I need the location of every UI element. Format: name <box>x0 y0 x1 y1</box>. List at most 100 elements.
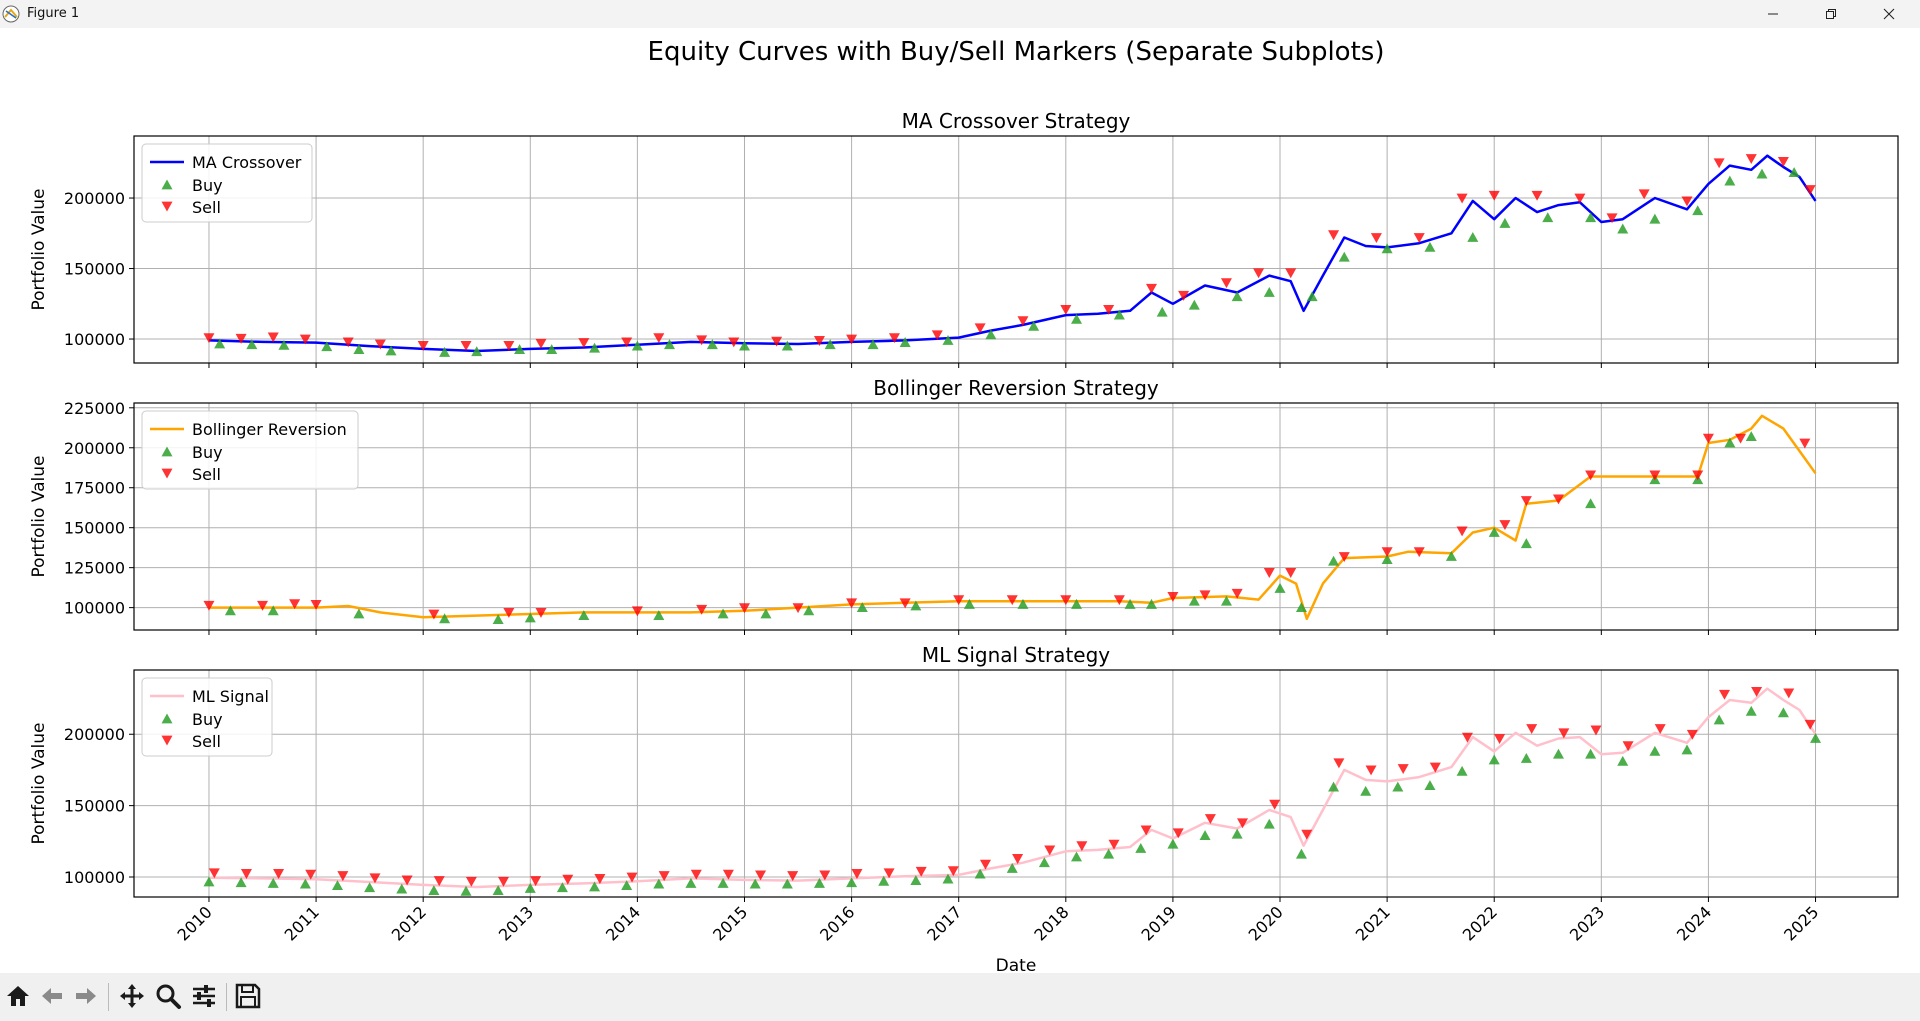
sell-marker <box>851 869 863 879</box>
sell-marker <box>1006 595 1018 606</box>
sell-marker <box>1140 825 1152 836</box>
buy-marker <box>1274 582 1286 593</box>
sell-marker <box>722 869 734 880</box>
buy-marker <box>1617 755 1629 766</box>
sell-marker <box>1654 724 1666 735</box>
title-bar: Figure 1 <box>0 0 1920 28</box>
buy-marker <box>1713 714 1725 725</box>
legend-buy-swatch <box>161 713 173 724</box>
sell-marker <box>1718 689 1730 700</box>
sell-marker <box>1220 278 1232 289</box>
buy-marker <box>1188 595 1200 606</box>
sell-marker <box>235 333 247 344</box>
x-tick-label: 2023 <box>1566 902 1608 944</box>
sell-marker <box>374 339 386 350</box>
x-tick-label: 2015 <box>709 902 751 944</box>
y-tick-label: 100000 <box>64 330 125 349</box>
sell-marker <box>1044 845 1056 856</box>
buy-marker <box>1392 781 1404 792</box>
buy-marker <box>1692 205 1704 216</box>
buy-marker <box>1585 748 1597 759</box>
y-tick-label: 100000 <box>64 599 125 618</box>
sell-marker <box>203 333 215 344</box>
sell-marker <box>1429 762 1441 773</box>
sell-marker <box>1397 764 1409 775</box>
forward-button[interactable] <box>70 980 102 1012</box>
sell-marker <box>1499 520 1511 530</box>
buy-marker <box>1295 602 1307 613</box>
sell-marker <box>1574 193 1586 204</box>
sell-marker <box>738 603 750 614</box>
y-tick-label: 200000 <box>64 189 125 208</box>
legend-sell-swatch <box>161 201 173 212</box>
sell-marker <box>631 606 643 617</box>
buy-marker <box>1231 291 1243 302</box>
sell-marker <box>1328 230 1340 241</box>
buy-marker <box>1585 498 1597 509</box>
sell-marker <box>1751 687 1763 697</box>
buy-marker <box>717 877 729 888</box>
buy-marker <box>1724 437 1736 448</box>
buy-marker <box>1681 744 1693 755</box>
axes-frame <box>133 135 1899 364</box>
buy-marker <box>1552 748 1564 759</box>
sell-marker <box>696 335 708 346</box>
sell-marker <box>1103 305 1115 315</box>
save-icon <box>235 983 261 1009</box>
sell-marker <box>1017 316 1029 327</box>
buy-marker <box>1649 745 1661 756</box>
y-tick-label: 125000 <box>64 559 125 578</box>
sell-marker <box>257 600 269 611</box>
buy-marker <box>717 608 729 619</box>
y-tick-label: 200000 <box>64 725 125 744</box>
x-tick-label: 2012 <box>388 902 430 944</box>
buy-marker <box>1113 309 1125 320</box>
legend-box <box>141 677 273 757</box>
axes-frame <box>133 402 1899 631</box>
buy-marker <box>396 883 408 894</box>
back-button[interactable] <box>36 980 68 1012</box>
sell-marker <box>1526 724 1538 735</box>
buy-marker <box>578 610 590 621</box>
configure-subplots-button[interactable] <box>188 980 220 1012</box>
buy-marker <box>985 329 997 340</box>
minimize-button[interactable] <box>1744 0 1802 28</box>
x-tick-label: 2025 <box>1780 902 1822 944</box>
x-tick-label: 2018 <box>1030 902 1072 944</box>
sell-marker <box>1799 438 1811 449</box>
buy-marker <box>589 342 601 353</box>
pan-button[interactable] <box>116 980 148 1012</box>
figure-canvas[interactable]: Equity Curves with Buy/Sell Markers (Sep… <box>0 28 1920 973</box>
y-axis-label: Portfolio Value <box>29 722 49 844</box>
sell-marker <box>1108 839 1120 850</box>
legend-label: MA Crossover <box>192 153 302 172</box>
buy-marker <box>492 614 504 625</box>
sell-marker <box>1237 818 1249 829</box>
sell-marker <box>979 859 991 870</box>
buy-marker <box>1424 241 1436 252</box>
sell-marker <box>931 330 943 341</box>
buy-marker <box>1199 830 1211 841</box>
restore-button[interactable] <box>1802 0 1860 28</box>
back-arrow-icon <box>42 988 62 1004</box>
legend-label: Bollinger Reversion <box>192 420 347 439</box>
buy-marker <box>1038 857 1050 868</box>
zoom-button[interactable] <box>152 980 184 1012</box>
navigation-toolbar <box>0 973 1920 1021</box>
sell-marker <box>1231 588 1243 599</box>
buy-marker <box>910 600 922 611</box>
buy-marker <box>653 610 665 621</box>
toolbar-separator <box>108 983 109 1011</box>
buy-marker <box>1756 168 1768 179</box>
buy-marker <box>203 876 215 887</box>
sell-marker <box>1638 189 1650 200</box>
sell-marker <box>1783 688 1795 699</box>
sell-marker <box>1167 592 1179 602</box>
buy-marker <box>1499 217 1511 228</box>
sell-marker <box>1558 728 1570 739</box>
buy-marker <box>546 344 558 355</box>
home-button[interactable] <box>2 980 34 1012</box>
save-button[interactable] <box>232 980 264 1012</box>
minimize-icon <box>1768 13 1778 15</box>
close-button[interactable] <box>1860 0 1918 28</box>
